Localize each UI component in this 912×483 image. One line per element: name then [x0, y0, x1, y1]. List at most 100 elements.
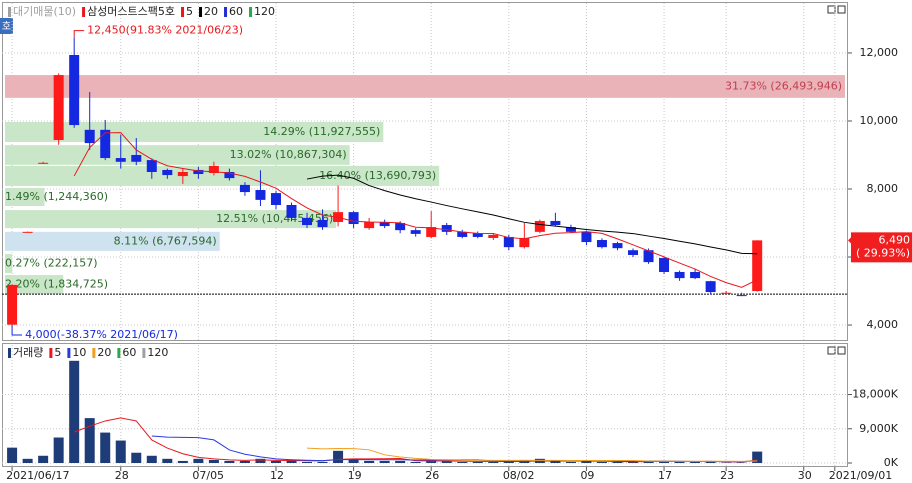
candle-body: [177, 171, 188, 177]
volume-bar: [581, 460, 592, 463]
legend-swatch: [82, 7, 86, 17]
legend-swatch: [117, 348, 121, 358]
low-pointer: [11, 325, 23, 336]
candle-body: [162, 169, 173, 176]
candle-body: [69, 54, 80, 126]
volume-bar: [38, 455, 49, 463]
candle-body: [146, 160, 157, 172]
candle-body: [286, 204, 297, 218]
legend-label: 120: [147, 346, 168, 359]
candle-body: [643, 250, 654, 263]
candle-body: [457, 231, 468, 237]
candle-body: [53, 75, 64, 141]
legend-swatch: [224, 7, 228, 17]
volume-bar: [22, 458, 33, 463]
band-label: 1.49% (1,244,360): [5, 190, 108, 203]
candle-body: [302, 217, 313, 226]
window-icon[interactable]: [837, 346, 846, 355]
legend-swatch: [92, 348, 96, 358]
candle-body: [581, 231, 592, 243]
y-tick-label: 9,000K: [859, 422, 898, 435]
volume-bar: [674, 461, 685, 463]
candle-body: [565, 227, 576, 232]
legend-swatch: [67, 348, 71, 358]
candle-body: [752, 240, 763, 292]
candle-body: [659, 258, 670, 272]
y-tick-label: 10,000: [860, 114, 899, 127]
candle-body: [22, 231, 33, 233]
volume-bar: [410, 461, 421, 463]
legend-label: 60: [122, 346, 136, 359]
volume-bar: [565, 461, 576, 463]
candle-body: [519, 237, 530, 248]
volume-bar: [426, 459, 437, 463]
window-icon[interactable]: [837, 5, 846, 14]
price-band: [5, 275, 64, 295]
volume-bar: [162, 458, 173, 463]
price-band: [5, 231, 220, 251]
candle-body: [721, 292, 732, 294]
badge-box: [0, 18, 13, 34]
band-label: 14.29% (11,927,555): [263, 125, 380, 138]
price-band: [5, 253, 13, 273]
band-label: 8.11% (6,767,594): [114, 234, 217, 247]
legend-label: 120: [254, 5, 275, 18]
volume-bar: [115, 440, 126, 463]
x-tick-label: 17: [658, 469, 672, 482]
candle-body: [38, 162, 49, 164]
candle-body: [705, 281, 716, 293]
legend-swatch: [181, 7, 185, 17]
legend-swatch: [199, 7, 203, 17]
candle-body: [503, 236, 514, 248]
candle-body: [441, 225, 452, 232]
volume-bar: [224, 460, 235, 463]
legend-label: 5: [54, 346, 61, 359]
legend-swatch: [49, 348, 53, 358]
candle-body: [612, 243, 623, 249]
volume-bar: [550, 460, 561, 463]
volume-bar: [270, 460, 281, 463]
moving-average: [74, 417, 758, 463]
volume-bar: [177, 460, 188, 463]
current-change: ( 29.93%): [856, 246, 910, 259]
band-label: 13.02% (10,867,304): [230, 148, 347, 161]
volume-bar: [457, 461, 468, 463]
volume-bar: [379, 460, 390, 463]
x-tick-label: 19: [348, 469, 362, 482]
band-label: 12.51% (10,445,456): [216, 212, 333, 225]
legend-swatch: [249, 7, 253, 17]
moving-average: [73, 132, 758, 288]
candle-body: [7, 284, 18, 325]
volume-bar: [146, 455, 157, 463]
window-icon[interactable]: [827, 346, 836, 355]
legend-label: 삼성머스트스팩5호: [87, 5, 175, 18]
legend-label: 20: [204, 5, 218, 18]
volume-bar: [302, 461, 313, 463]
candle-body: [628, 250, 639, 255]
band-label: 31.73% (26,493,946): [725, 79, 842, 92]
price-band: [5, 75, 845, 98]
price-band: [5, 145, 350, 165]
x-tick-label: 12: [270, 469, 284, 482]
candle-body: [379, 221, 390, 227]
candle-body: [193, 169, 204, 175]
volume-bar: [628, 461, 639, 463]
candle-body: [395, 223, 406, 231]
candle-body: [224, 171, 235, 179]
current-price: 6,490: [879, 233, 911, 246]
legend-label: 20: [97, 346, 111, 359]
low-annotation: 4,000(-38.37% 2021/06/17): [25, 328, 178, 341]
moving-average: [306, 174, 758, 255]
volume-bar: [286, 460, 297, 463]
candle-body: [239, 184, 250, 193]
volume-bar: [193, 458, 204, 463]
price-panel: [2, 2, 848, 341]
candle-body: [488, 234, 499, 238]
volume-bar: [348, 458, 359, 463]
candle-body: [317, 219, 328, 228]
volume-bar: [84, 418, 95, 463]
volume-bar: [472, 461, 483, 463]
candle-body: [736, 295, 747, 297]
candle-body: [596, 240, 607, 248]
candle-body: [534, 220, 545, 232]
